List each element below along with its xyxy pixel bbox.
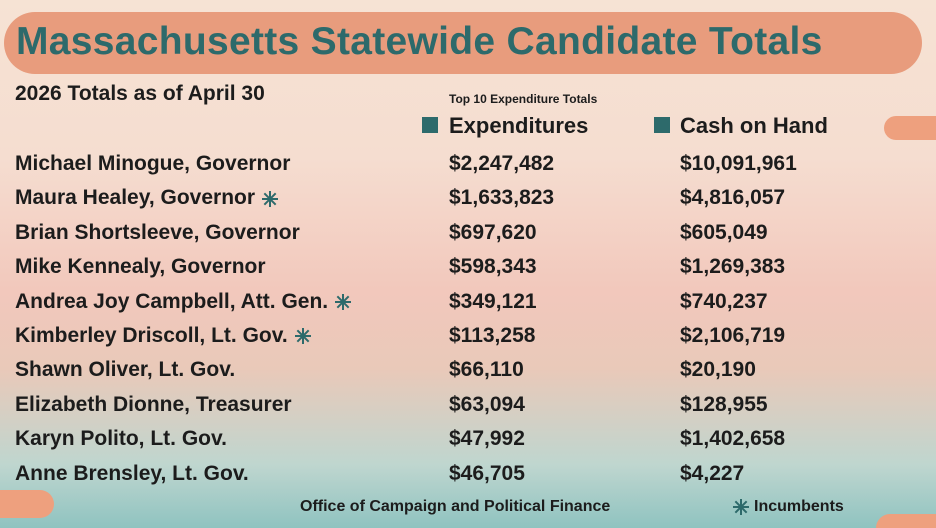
amount-text: $1,269,383: [680, 255, 786, 279]
candidate-name-text: Anne Brensley, Lt. Gov.: [15, 461, 249, 485]
source: Office of Campaign and Political Finance: [300, 498, 611, 515]
amount-text: $740,237: [680, 289, 768, 313]
amount-text: $63,094: [449, 392, 525, 416]
amount-text: $697,620: [449, 220, 537, 244]
amount: $20,190: [680, 358, 756, 382]
amount: $605,049: [680, 221, 768, 245]
amount-text: $10,091,961: [680, 152, 797, 175]
candidate-name: Brian Shortsleeve, Governor: [15, 221, 300, 245]
amount-text: $46,705: [449, 461, 525, 485]
amount-text: $605,049: [680, 220, 768, 244]
amount: $2,247,482: [449, 152, 554, 176]
candidate-name-text: Michael Minogue, Governor: [15, 152, 291, 175]
amount: $66,110: [449, 358, 524, 382]
incumbent-marker: [335, 294, 352, 311]
amount-text: $2,106,719: [680, 324, 786, 347]
amount: $1,269,383: [680, 255, 785, 279]
decor-pill: [0, 490, 54, 518]
candidate-name: Michael Minogue, Governor: [15, 152, 290, 176]
candidate-name-text: Karyn Polito, Lt. Gov.: [15, 427, 227, 451]
amount: $113,258: [449, 324, 535, 348]
amount-text: $128,955: [680, 392, 768, 416]
candidate-name: Mike Kennealy, Governor: [15, 255, 266, 279]
amount-text: $2,247,482: [449, 152, 555, 175]
amount: $46,705: [449, 462, 525, 486]
amount-text: $4,227: [680, 461, 745, 485]
amount-text: $66,110: [449, 358, 524, 382]
candidate-name: Shawn Oliver, Lt. Gov.: [15, 358, 235, 382]
title: Massachusetts Statewide Candidate Totals: [16, 20, 823, 63]
amount-text: $20,190: [680, 358, 756, 382]
candidate-name-text: Andrea Joy Campbell, Att. Gen.: [15, 289, 329, 313]
amount-text: $349,121: [449, 289, 537, 313]
amount: $4,227: [680, 462, 744, 486]
amount-text: $113,258: [449, 324, 536, 347]
amount: $697,620: [449, 221, 537, 245]
candidate-name-text: Kimberley Driscoll, Lt. Gov.: [15, 324, 288, 347]
amount: $1,402,658: [680, 427, 785, 451]
amount-text: $1,633,823: [449, 186, 555, 210]
candidate-name-text: Elizabeth Dionne, Treasurer: [15, 392, 292, 416]
amount: $2,106,719: [680, 324, 785, 348]
amount-text: $47,992: [449, 427, 525, 451]
candidate-name: Andrea Joy Campbell, Att. Gen.: [15, 290, 352, 314]
candidate-name-text: Mike Kennealy, Governor: [15, 255, 266, 279]
incumbent-marker: [294, 328, 311, 345]
amount: $10,091,961: [680, 152, 797, 176]
column-swatch: [422, 117, 438, 133]
amount: $128,955: [680, 393, 768, 417]
decor-pill: [876, 514, 936, 528]
title-bar: [4, 12, 922, 74]
amount: $1,633,823: [449, 186, 554, 210]
amount: $598,343: [449, 255, 537, 279]
amount: $47,992: [449, 427, 525, 451]
candidate-name: Kimberley Driscoll, Lt. Gov.: [15, 324, 312, 348]
candidate-name: Karyn Polito, Lt. Gov.: [15, 427, 227, 451]
column-swatch: [654, 117, 670, 133]
amount-text: $598,343: [449, 255, 537, 279]
decor-pill: [884, 116, 936, 140]
amount: $4,816,057: [680, 186, 785, 210]
caption: Top 10 Expenditure Totals: [449, 92, 598, 106]
candidate-name: Maura Healey, Governor: [15, 186, 279, 210]
amount-text: $1,402,658: [680, 427, 786, 451]
amount-text: $4,816,057: [680, 186, 786, 210]
column-header: Cash on Hand: [680, 113, 828, 138]
amount: $740,237: [680, 290, 768, 314]
amount: $63,094: [449, 393, 525, 417]
candidate-name-text: Brian Shortsleeve, Governor: [15, 220, 300, 244]
candidate-name-text: Maura Healey, Governor: [15, 186, 256, 210]
incumbent-marker: [262, 190, 279, 207]
incumbent-marker: [733, 499, 749, 515]
candidate-name-text: Shawn Oliver, Lt. Gov.: [15, 358, 236, 382]
legend: Incumbents: [732, 498, 844, 516]
amount: $349,121: [449, 290, 537, 314]
subtitle: 2026 Totals as of April 30: [15, 82, 265, 105]
legend-label: Incumbents: [754, 498, 844, 516]
candidate-name: Elizabeth Dionne, Treasurer: [15, 393, 292, 417]
candidate-name: Anne Brensley, Lt. Gov.: [15, 462, 249, 486]
column-header: Expenditures: [449, 113, 589, 138]
